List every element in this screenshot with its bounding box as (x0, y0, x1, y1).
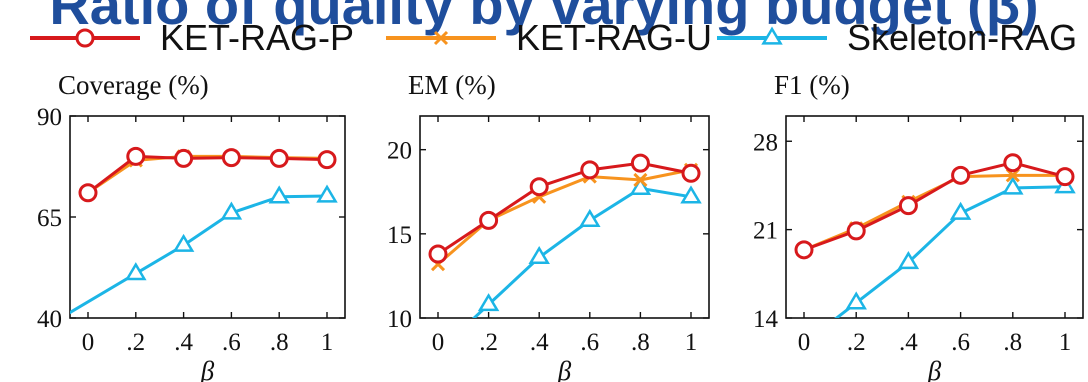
legend-label: Skeleton-RAG (847, 17, 1077, 58)
panel-title: F1 (%) (774, 70, 850, 100)
series-line (87, 154, 328, 194)
x-axis-label: β (927, 356, 942, 382)
data-point (269, 148, 289, 168)
y-tick-label: 40 (37, 306, 62, 333)
series-skeleton-rag (834, 175, 1076, 318)
x-axis-label: β (557, 356, 572, 382)
em-chart: EM (%) 10 15 20 0 .2 .4 .6 .8 1 β (387, 70, 710, 382)
x-tick-label: .4 (174, 329, 193, 356)
panel-title: Coverage (%) (58, 70, 209, 100)
x-tick-label: 0 (82, 329, 95, 356)
x-tick-label: 1 (685, 329, 698, 356)
x-tick-label: .6 (951, 329, 970, 356)
series-skeleton-rag (471, 176, 702, 318)
x-tick-label: .2 (126, 329, 145, 356)
series-ket-rag-p (794, 153, 1075, 260)
data-point (949, 201, 972, 220)
cross-marker-icon (433, 30, 449, 46)
y-tick-label: 21 (753, 218, 778, 245)
data-point (174, 148, 194, 168)
data-point (221, 148, 241, 168)
x-tick-label: .6 (580, 329, 599, 356)
data-point (125, 262, 147, 281)
legend-label: KET-RAG-P (160, 17, 354, 58)
data-point (1003, 153, 1023, 173)
data-point (629, 176, 652, 196)
x-tick-label: .8 (270, 329, 289, 356)
legend-item-skeleton-rag: Skeleton-RAG (717, 17, 1077, 58)
data-point (580, 160, 600, 180)
y-tick-label: 10 (387, 306, 412, 333)
data-point (528, 245, 550, 265)
series-skeleton-rag (70, 184, 338, 315)
data-point (897, 251, 920, 270)
x-tick-label: 1 (1059, 329, 1072, 356)
figure-title: Ratio of quality by varying budget (β) (49, 0, 1039, 36)
series-ket-rag-u (796, 168, 1073, 257)
f1-chart: F1 (%) 14 21 28 0 .2 .4 .6 .8 1 β (753, 70, 1084, 382)
data-point (794, 240, 814, 260)
legend-item-ket-rag-p: KET-RAG-P (30, 17, 354, 58)
data-point (680, 185, 702, 204)
panel-title: EM (%) (408, 70, 496, 100)
x-tick-label: 0 (798, 329, 811, 356)
x-tick-label: .4 (530, 329, 549, 356)
y-tick-label: 14 (753, 306, 779, 333)
data-point (846, 221, 866, 241)
data-point (172, 233, 195, 252)
data-point (579, 208, 601, 228)
data-point (1002, 176, 1024, 195)
x-tick-label: .2 (479, 329, 498, 356)
data-point (428, 244, 448, 264)
x-tick-label: 1 (321, 329, 334, 356)
y-tick-label: 90 (37, 104, 62, 131)
x-axis-label: β (200, 356, 215, 382)
data-point (633, 172, 648, 188)
data-point (630, 153, 650, 173)
legend: KET-RAG-P KET-RAG-U Skeleton-RAG (30, 17, 1077, 58)
data-point (1055, 167, 1075, 187)
data-point (316, 184, 338, 203)
y-tick-label: 20 (387, 138, 412, 165)
plot-frame (419, 115, 710, 319)
data-point (268, 185, 290, 204)
legend-item-ket-rag-u: KET-RAG-U (386, 17, 712, 58)
data-point (220, 201, 243, 220)
y-tick-label: 15 (387, 222, 412, 249)
series-line (70, 194, 328, 315)
coverage-chart: Coverage (%) 40 65 90 0 .2 .4 .6 .8 1 β (37, 70, 346, 382)
data-point (529, 177, 549, 197)
x-tick-label: 0 (432, 329, 445, 356)
data-point (1005, 168, 1020, 183)
plot-frame (785, 115, 1084, 319)
series-ket-rag-p (78, 146, 337, 203)
data-point (317, 150, 337, 170)
data-point (479, 210, 499, 230)
series-ket-rag-p (428, 153, 701, 264)
x-tick-label: .4 (899, 329, 918, 356)
x-tick-label: .2 (847, 329, 866, 356)
data-point (951, 165, 971, 185)
x-tick-label: .6 (222, 329, 241, 356)
data-point (477, 293, 500, 312)
x-tick-label: .8 (1003, 329, 1022, 356)
data-point (126, 146, 146, 166)
legend-label: KET-RAG-U (516, 17, 712, 58)
series-line (834, 185, 1066, 318)
x-tick-label: .8 (631, 329, 650, 356)
data-point (845, 291, 867, 310)
circle-marker-icon (75, 28, 95, 48)
series-line (437, 168, 692, 266)
series-line (87, 154, 328, 195)
y-tick-label: 65 (37, 205, 62, 232)
data-point (78, 183, 98, 203)
data-point (681, 163, 701, 183)
triangle-marker-icon (761, 26, 783, 45)
data-point (898, 196, 918, 216)
series-line (471, 186, 692, 318)
y-tick-label: 28 (753, 129, 778, 156)
